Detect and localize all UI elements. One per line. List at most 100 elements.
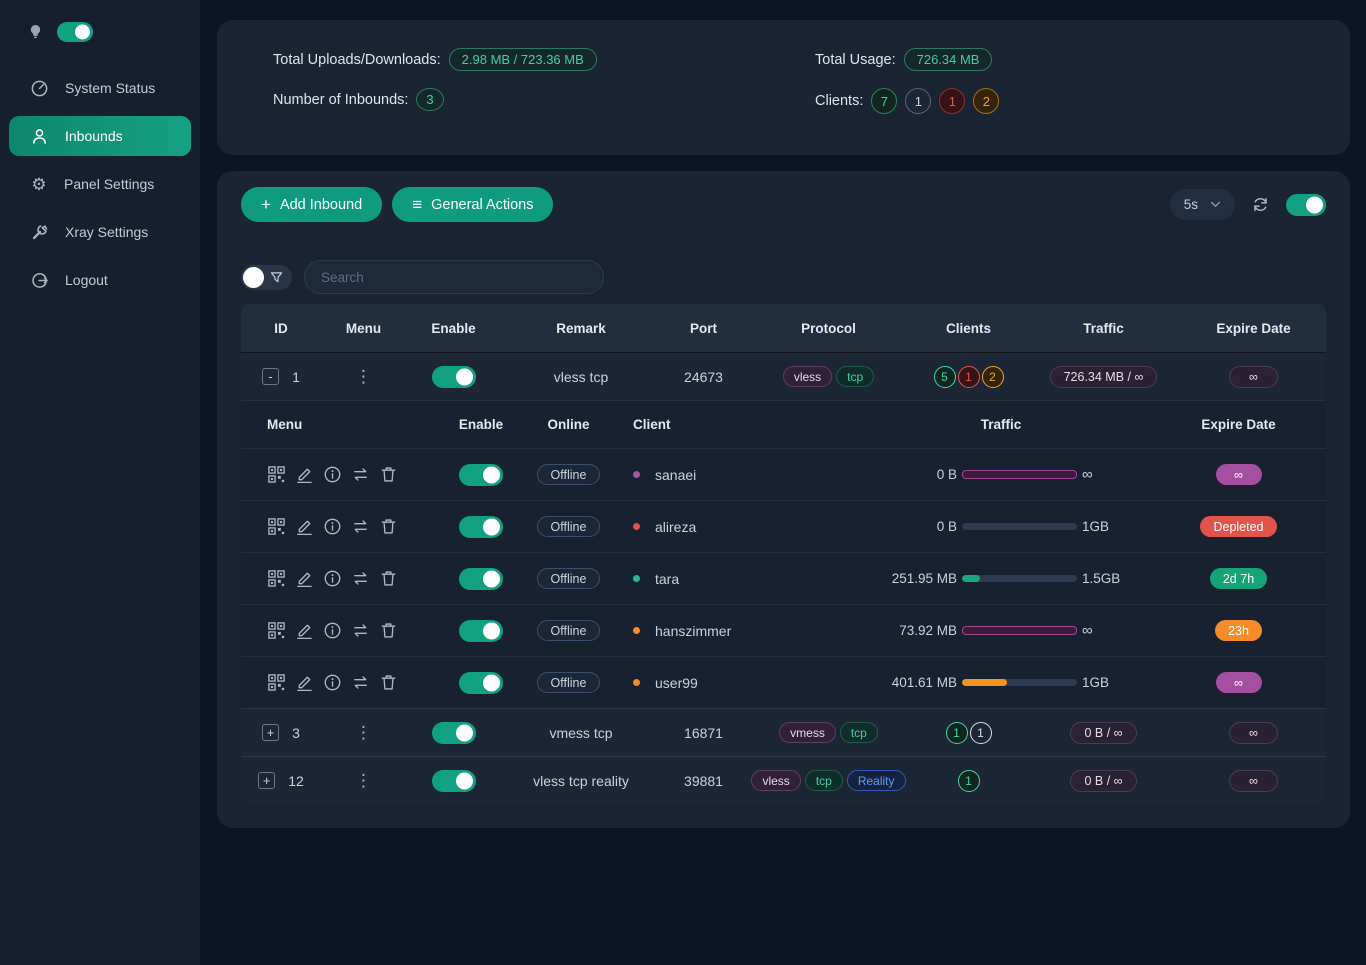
collapse-row-button[interactable]: -	[262, 368, 280, 385]
delete-icon[interactable]	[379, 673, 398, 692]
edit-icon[interactable]	[295, 621, 314, 640]
client-expire-badge: 2d 7h	[1209, 568, 1268, 589]
protocol-cell: vmess tcp	[746, 722, 911, 743]
traffic-used: 0 B	[936, 519, 957, 534]
col-header-enable: Enable	[431, 320, 476, 336]
general-actions-button[interactable]: ≡ General Actions	[392, 187, 554, 222]
client-enable-toggle[interactable]	[459, 567, 503, 590]
reset-traffic-icon[interactable]	[351, 517, 370, 536]
info-icon[interactable]	[323, 673, 342, 692]
client-expire-badge: 23h	[1215, 620, 1262, 641]
client-enable-toggle[interactable]	[459, 619, 503, 642]
row-menu-button[interactable]: ⋮	[355, 770, 372, 790]
row-menu-button[interactable]: ⋮	[355, 722, 372, 742]
online-status-badge: Offline	[536, 516, 601, 537]
clients-badge-depleted: 1	[939, 88, 966, 114]
clients-summary: Clients: 7 1 1 2	[815, 88, 1000, 114]
client-count-badge: 1	[957, 365, 980, 388]
client-traffic-cell: 401.61 MB 1GB	[851, 675, 1151, 690]
refresh-icon[interactable]	[1251, 195, 1270, 214]
client-name-cell: tara	[621, 571, 851, 587]
client-enable-toggle[interactable]	[459, 671, 503, 694]
enable-toggle[interactable]	[431, 769, 476, 792]
sidebar-item-xray-settings[interactable]: Xray Settings	[0, 212, 200, 252]
user-icon	[33, 128, 46, 144]
qr-code-icon[interactable]	[267, 465, 286, 484]
refresh-interval-select[interactable]: 5s	[1169, 189, 1235, 220]
info-icon[interactable]	[323, 517, 342, 536]
sidebar-item-logout[interactable]: Logout	[0, 260, 200, 300]
col-header-protocol: Protocol	[801, 320, 856, 336]
sidebar-item-inbounds[interactable]: Inbounds	[9, 116, 191, 156]
gear-icon: ⚙	[31, 174, 47, 194]
info-icon[interactable]	[323, 621, 342, 640]
traffic-limit: 1GB	[1082, 675, 1110, 690]
col-header-remark: Remark	[556, 320, 606, 336]
traffic-bar	[962, 470, 1077, 479]
expand-row-button[interactable]: +	[262, 724, 280, 741]
reset-traffic-icon[interactable]	[351, 673, 370, 692]
reset-traffic-icon[interactable]	[351, 621, 370, 640]
info-icon[interactable]	[323, 465, 342, 484]
col-header-menu: Menu	[345, 320, 382, 336]
traffic-limit: 1GB	[1082, 519, 1110, 534]
expire-pill: ∞	[1229, 721, 1278, 744]
delete-icon[interactable]	[379, 621, 398, 640]
chevron-down-icon	[1210, 201, 1221, 207]
delete-icon[interactable]	[379, 569, 398, 588]
protocol-cell: vless tcp Reality	[746, 770, 911, 791]
total-uploads-downloads: Total Uploads/Downloads: 2.98 MB / 723.3…	[273, 48, 815, 71]
reset-traffic-icon[interactable]	[351, 465, 370, 484]
client-color-dot	[633, 575, 640, 582]
subcol-header-expire-date: Expire Date	[1201, 417, 1276, 432]
table-header: ID Menu Enable Remark Port Protocol Clie…	[241, 304, 1326, 352]
sidebar-item-label: Panel Settings	[64, 176, 155, 192]
theme-row	[0, 18, 200, 60]
edit-icon[interactable]	[295, 673, 314, 692]
inbound-row: - 1 ⋮ vless tcp 24673 vless tcp 5 1 2	[241, 352, 1326, 400]
port-cell: 39881	[684, 772, 723, 789]
clients-cell: 1	[911, 769, 1026, 792]
qr-code-icon[interactable]	[267, 621, 286, 640]
sidebar-item-system-status[interactable]: System Status	[0, 68, 200, 108]
sidebar-item-label: Xray Settings	[65, 224, 149, 240]
subcol-header-menu: Menu	[267, 417, 303, 432]
client-enable-toggle[interactable]	[459, 463, 503, 486]
remark-cell: vmess tcp	[549, 724, 613, 741]
qr-code-icon[interactable]	[267, 673, 286, 692]
client-actions	[241, 621, 446, 640]
lightbulb-icon	[28, 23, 43, 42]
expand-row-button[interactable]: +	[258, 772, 276, 789]
traffic-bar	[962, 575, 1077, 582]
edit-icon[interactable]	[295, 517, 314, 536]
total-usage: Total Usage: 726.34 MB	[815, 48, 999, 71]
id-cell: - 1	[241, 368, 321, 385]
traffic-used: 0 B	[936, 467, 957, 482]
client-actions	[241, 569, 446, 588]
qr-code-icon[interactable]	[267, 569, 286, 588]
client-row: Offline alireza 0 B 1GB Depleted	[241, 500, 1326, 552]
edit-icon[interactable]	[295, 569, 314, 588]
client-enable-toggle[interactable]	[459, 515, 503, 538]
theme-toggle[interactable]	[57, 22, 93, 42]
add-inbound-button[interactable]: + Add Inbound	[241, 187, 383, 222]
col-header-id: ID	[274, 320, 288, 336]
edit-icon[interactable]	[295, 465, 314, 484]
enable-toggle[interactable]	[431, 721, 476, 744]
row-menu-button[interactable]: ⋮	[355, 366, 372, 386]
refresh-interval-value: 5s	[1183, 197, 1198, 212]
auto-refresh-toggle[interactable]	[1286, 193, 1326, 216]
sidebar-item-panel-settings[interactable]: ⚙ Panel Settings	[0, 164, 200, 204]
search-input[interactable]	[304, 260, 604, 294]
qr-code-icon[interactable]	[267, 517, 286, 536]
delete-icon[interactable]	[379, 517, 398, 536]
filter-toggle[interactable]	[241, 264, 292, 290]
enable-toggle[interactable]	[431, 365, 476, 388]
protocol-tag: vmess	[779, 722, 836, 743]
reset-traffic-icon[interactable]	[351, 569, 370, 588]
expire-pill: ∞	[1229, 365, 1278, 388]
inbound-id: 1	[292, 368, 300, 385]
info-icon[interactable]	[323, 569, 342, 588]
delete-icon[interactable]	[379, 465, 398, 484]
client-color-dot	[633, 471, 640, 478]
